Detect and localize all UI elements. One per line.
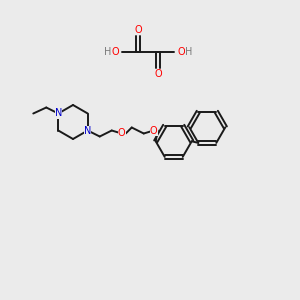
Text: O: O: [118, 128, 125, 139]
Text: H: H: [103, 47, 111, 57]
Text: O: O: [177, 47, 184, 57]
Text: O: O: [134, 25, 142, 35]
Text: O: O: [111, 47, 119, 57]
Text: N: N: [84, 125, 92, 136]
Text: H: H: [185, 47, 192, 57]
Text: O: O: [154, 69, 162, 79]
Text: O: O: [150, 125, 158, 136]
Text: N: N: [55, 109, 62, 118]
